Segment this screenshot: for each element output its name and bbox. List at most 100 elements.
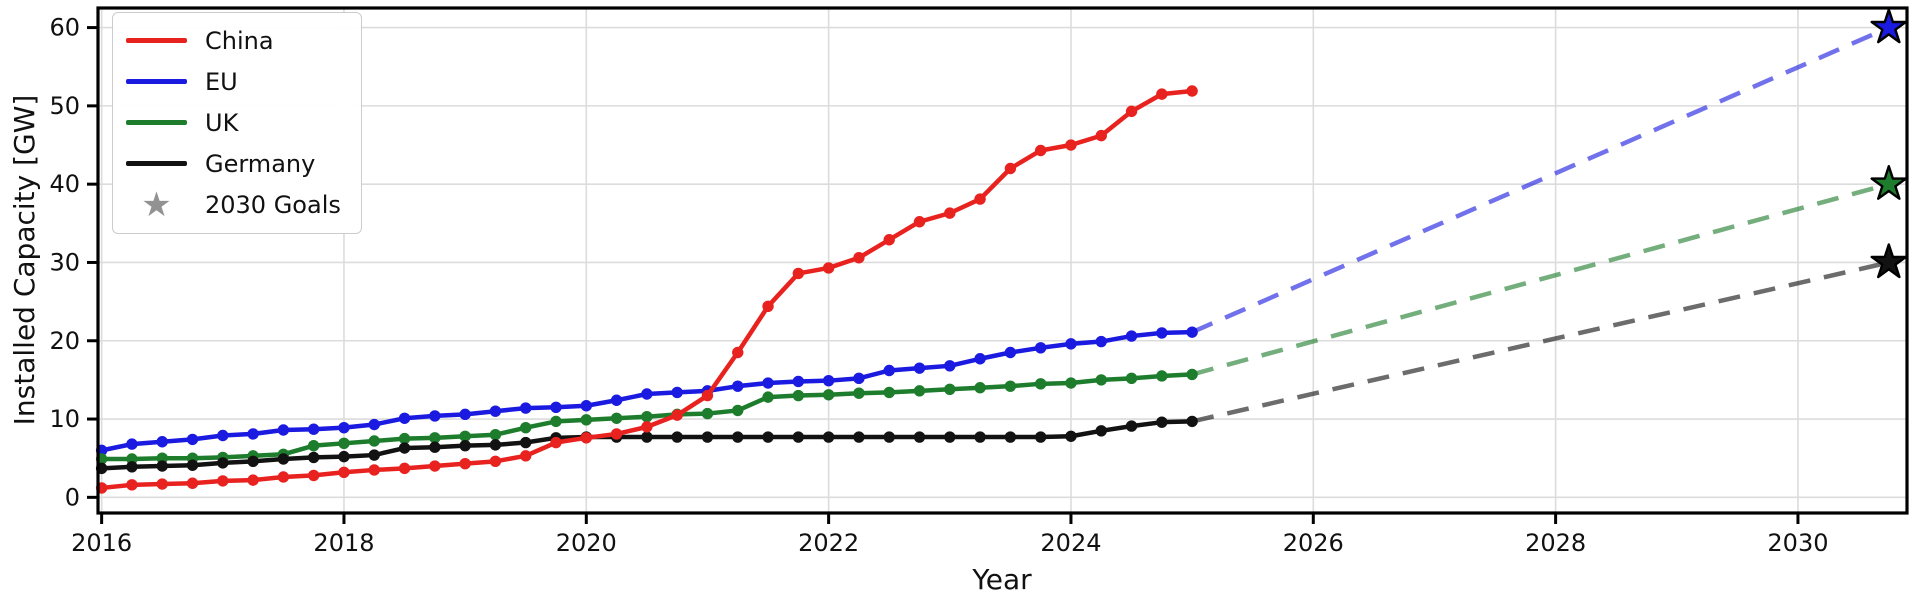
- data-point-germany: [883, 431, 895, 443]
- data-point-uk: [156, 452, 168, 464]
- data-point-china: [550, 436, 562, 449]
- y-tick-label: 50: [49, 92, 80, 120]
- x-tick-label: 2016: [71, 529, 132, 557]
- data-point-uk: [489, 429, 502, 441]
- data-point-uk: [701, 407, 714, 420]
- legend-item-eu: EU: [126, 61, 341, 102]
- data-point-germany: [853, 431, 865, 443]
- data-point-uk: [126, 453, 138, 465]
- data-point-uk: [429, 432, 441, 444]
- data-point-eu: [338, 421, 350, 434]
- data-point-uk: [520, 421, 532, 434]
- data-point-uk: [853, 387, 865, 399]
- data-point-eu: [1186, 326, 1198, 338]
- goal-star-eu: [1870, 8, 1908, 44]
- legend-line-swatch-germany: [126, 161, 187, 166]
- data-point-china: [459, 457, 471, 470]
- data-point-germany: [247, 455, 259, 468]
- data-point-germany: [398, 442, 411, 454]
- data-point-germany: [520, 436, 532, 449]
- data-point-china: [701, 389, 714, 402]
- data-point-china: [732, 346, 744, 359]
- data-point-germany: [338, 450, 350, 463]
- data-point-eu: [1125, 330, 1138, 342]
- data-point-uk: [641, 410, 653, 423]
- data-point-eu: [792, 375, 805, 388]
- data-point-eu: [186, 433, 199, 446]
- data-point-germany: [217, 457, 229, 469]
- data-point-china: [156, 478, 168, 490]
- data-point-eu: [641, 388, 653, 400]
- data-point-germany: [368, 449, 380, 461]
- data-point-eu: [277, 424, 290, 436]
- y-tick-label: 60: [49, 14, 80, 42]
- data-point-eu: [550, 401, 562, 414]
- x-axis-label: Year: [971, 563, 1032, 596]
- goal-projection-line-germany: [1191, 260, 1890, 424]
- data-point-uk: [1156, 370, 1168, 382]
- data-point-germany: [1156, 416, 1168, 428]
- data-point-germany: [156, 460, 168, 472]
- data-point-uk: [1095, 374, 1107, 386]
- data-point-uk: [1034, 378, 1047, 390]
- data-point-china: [974, 193, 986, 205]
- data-point-china: [1095, 129, 1107, 142]
- data-point-uk: [307, 439, 320, 452]
- data-point-eu: [1156, 327, 1168, 339]
- data-point-eu: [247, 428, 259, 440]
- data-point-eu: [883, 364, 895, 377]
- legend-label-uk: UK: [205, 108, 239, 137]
- data-point-germany: [307, 451, 320, 464]
- data-point-eu: [1095, 335, 1107, 348]
- data-point-uk: [550, 415, 562, 428]
- data-point-eu: [429, 410, 441, 422]
- data-point-germany: [277, 453, 290, 465]
- axes-layer: 2016 2018 2020 2022 2024 2026 2028 203001020304…: [49, 6, 1909, 557]
- data-point-uk: [610, 412, 623, 424]
- data-point-eu: [853, 372, 865, 385]
- data-point-germany: [762, 431, 774, 443]
- data-point-china: [1065, 139, 1077, 151]
- data-point-uk: [913, 385, 926, 397]
- data-point-uk: [974, 382, 986, 394]
- data-point-germany: [1065, 430, 1077, 442]
- legend-line-swatch-china: [126, 38, 187, 43]
- y-tick-label: 20: [49, 327, 80, 355]
- y-tick-label: 10: [49, 405, 80, 433]
- data-point-eu: [671, 386, 683, 399]
- goal-projection-line-eu: [1191, 25, 1890, 335]
- x-tick-label: 2030: [1767, 529, 1828, 557]
- legend-label-2030-goals: 2030 Goals: [205, 190, 341, 219]
- plot-border: [96, 6, 1909, 515]
- y-tick-label: 40: [49, 170, 80, 198]
- data-point-eu: [307, 423, 320, 435]
- y-tick-label: 0: [65, 483, 80, 511]
- data-point-germany: [792, 431, 805, 443]
- data-point-uk: [1065, 377, 1077, 389]
- data-point-germany: [459, 439, 471, 452]
- x-tick-label: 2020: [556, 529, 617, 557]
- data-point-uk: [792, 389, 805, 402]
- data-point-eu: [156, 436, 168, 448]
- data-point-china: [186, 477, 199, 489]
- data-point-china: [489, 455, 502, 468]
- x-tick-label: 2028: [1525, 529, 1586, 557]
- data-point-eu: [217, 429, 229, 442]
- data-point-china: [1156, 88, 1168, 100]
- data-point-eu: [580, 400, 592, 412]
- data-point-eu: [944, 360, 956, 372]
- goal-projection-line-uk: [1191, 181, 1890, 377]
- data-point-china: [277, 471, 290, 483]
- data-point-china: [1034, 144, 1047, 157]
- goal-star-icon: ★: [141, 184, 172, 225]
- data-point-germany: [489, 439, 502, 451]
- data-point-uk: [732, 404, 744, 417]
- data-point-uk: [459, 430, 471, 442]
- data-point-china: [822, 262, 835, 274]
- data-point-eu: [489, 405, 502, 417]
- data-point-uk: [1186, 368, 1198, 381]
- data-point-eu: [1065, 338, 1077, 350]
- data-point-uk: [1004, 380, 1017, 392]
